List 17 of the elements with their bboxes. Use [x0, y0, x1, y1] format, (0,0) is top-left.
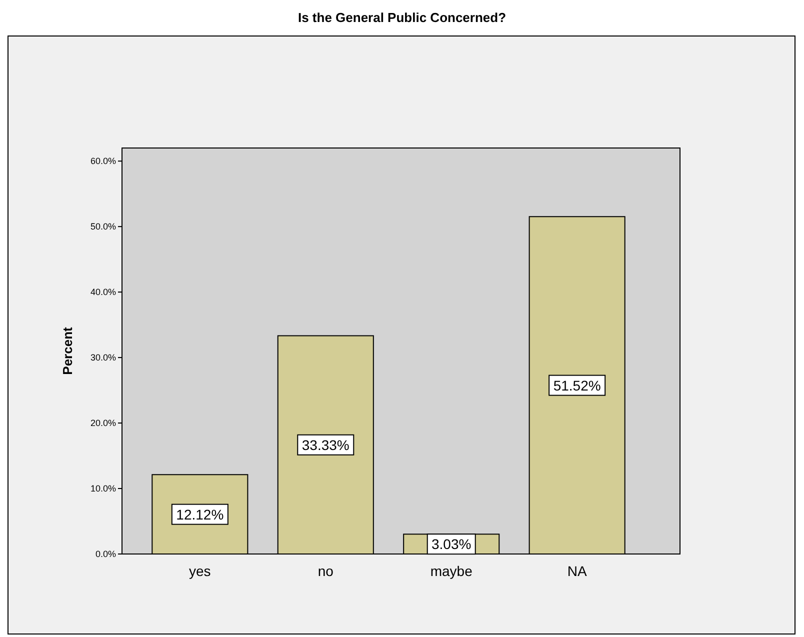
data-label: 33.33% [302, 436, 350, 453]
y-tick-label: 20.0% [90, 418, 116, 428]
y-tick-label: 60.0% [90, 156, 116, 166]
y-axis-title: Percent [60, 326, 75, 375]
data-label: 3.03% [432, 536, 472, 552]
chart-title: Is the General Public Concerned? [298, 10, 506, 25]
y-tick-label: 10.0% [90, 484, 116, 494]
x-tick-label: no [318, 563, 334, 579]
data-label: 51.52% [553, 377, 601, 394]
x-tick-label: yes [189, 563, 211, 579]
x-tick-label: maybe [430, 563, 473, 579]
x-tick-label: NA [567, 563, 588, 579]
y-tick-label: 30.0% [90, 352, 116, 363]
y-tick-label: 50.0% [90, 222, 116, 232]
data-label: 12.12% [176, 506, 224, 522]
y-tick-label: 40.0% [90, 287, 116, 298]
y-tick-label: 0.0% [95, 549, 116, 559]
